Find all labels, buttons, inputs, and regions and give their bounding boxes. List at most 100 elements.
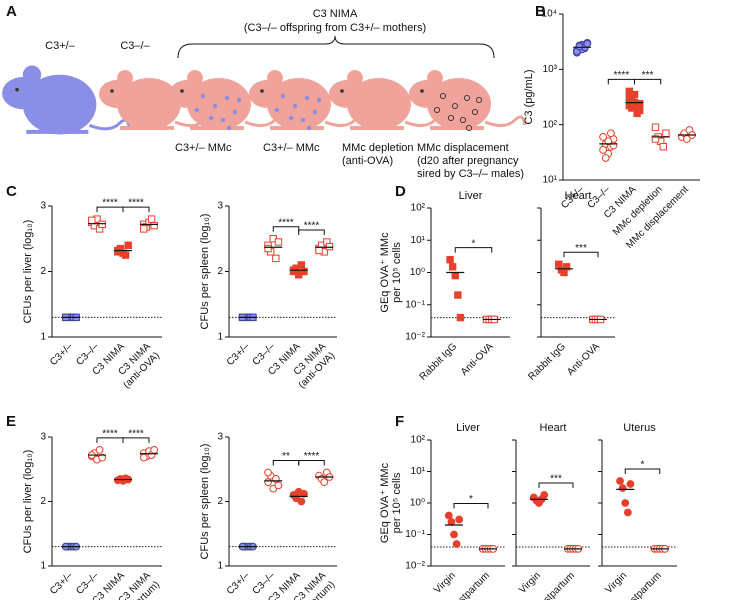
group-brace xyxy=(177,35,495,59)
data-point xyxy=(300,489,308,498)
panel-label: A xyxy=(6,3,17,20)
panel-label: D xyxy=(395,183,406,200)
mmc-dot xyxy=(288,115,294,121)
data-point xyxy=(625,94,633,102)
significance-label: ** xyxy=(282,451,290,462)
y-tick-label: 10⁻² xyxy=(405,332,425,343)
y-axis-label: CFUs per spleen (log₁₀) xyxy=(199,444,211,560)
mouse-head xyxy=(409,80,445,108)
y-tick-label: 1 xyxy=(217,332,223,343)
y-tick-label: 10¹ xyxy=(411,466,426,477)
y-tick-label: 10² xyxy=(543,119,558,130)
group-subtitle: (C3–/– offspring from C3+/– mothers) xyxy=(244,22,426,34)
chart-title: Uterus xyxy=(623,422,656,434)
data-point xyxy=(601,154,610,162)
data-point xyxy=(633,109,641,118)
y-tick-label: 3 xyxy=(217,432,223,443)
chart-title: Heart xyxy=(540,422,567,434)
y-tick-label: 3 xyxy=(217,201,223,212)
y-tick-label: 1 xyxy=(40,561,46,572)
data-point xyxy=(264,244,272,253)
data-point xyxy=(325,242,334,251)
significance-label: **** xyxy=(614,70,630,81)
mouse-eye xyxy=(180,89,184,93)
mmc-dot xyxy=(226,125,232,131)
mouse-icon xyxy=(99,70,217,130)
mouse-ear xyxy=(22,65,42,84)
genotype-label: C3+/– xyxy=(45,40,76,52)
data-point xyxy=(616,477,624,485)
y-tick-label: 10¹ xyxy=(411,235,426,246)
mouse-label: C3+/– MMc xyxy=(263,142,320,154)
data-point xyxy=(320,478,329,487)
mouse-tail xyxy=(484,115,527,127)
data-point xyxy=(264,478,272,487)
data-point xyxy=(540,491,549,499)
y-tick-label: 1 xyxy=(217,561,223,572)
y-tick-label: 1 xyxy=(40,332,46,343)
significance-label: * xyxy=(472,238,476,249)
mmc-dot xyxy=(224,95,230,101)
data-point xyxy=(95,446,104,454)
y-tick-label: 10² xyxy=(411,203,426,214)
mmc-dot xyxy=(194,107,200,113)
y-axis-label: CFUs per liver (log₁₀) xyxy=(22,450,34,554)
mouse-feet xyxy=(430,126,484,130)
significance-label: * xyxy=(469,494,473,505)
significance-bracket xyxy=(563,251,599,258)
y-axis-label: CFUs per liver (log₁₀) xyxy=(22,220,34,324)
data-point xyxy=(623,508,632,517)
mouse-label: MMc depletion xyxy=(342,142,414,154)
mouse-head xyxy=(2,77,44,110)
x-tick-label: Virgin xyxy=(517,570,543,596)
data-point xyxy=(583,39,592,48)
significance-label: **** xyxy=(304,451,320,462)
data-point xyxy=(607,129,615,138)
data-point xyxy=(651,135,660,143)
data-point xyxy=(575,42,584,51)
data-point xyxy=(297,261,306,269)
data-point xyxy=(683,135,691,143)
mouse-head xyxy=(169,80,205,108)
mmc-dot xyxy=(274,107,280,113)
mouse-ear xyxy=(187,70,203,86)
data-point xyxy=(124,241,132,250)
x-tick-label: Rabbit IgG xyxy=(526,341,568,383)
mmc-dot xyxy=(280,93,286,99)
data-point xyxy=(630,90,639,99)
mouse-eye xyxy=(420,89,424,93)
y-axis-label: CFUs per spleen (log₁₀) xyxy=(199,214,211,330)
chart-title: Heart xyxy=(565,190,592,202)
y-tick-label: 10⁰ xyxy=(410,498,425,509)
significance-bracket xyxy=(624,468,661,474)
data-point xyxy=(98,453,107,462)
significance-bracket xyxy=(298,459,325,466)
data-point xyxy=(618,484,627,492)
y-tick-label: 2 xyxy=(217,266,223,277)
mmc-dot xyxy=(232,109,238,115)
data-point xyxy=(147,215,156,223)
mmc-dot xyxy=(300,117,306,123)
chart-title: Liver xyxy=(456,422,480,434)
mouse-eye xyxy=(15,87,19,92)
data-point xyxy=(628,104,636,112)
mouse-icon xyxy=(169,70,287,130)
panel-label: B xyxy=(535,3,546,20)
data-point xyxy=(274,481,283,490)
data-point xyxy=(456,313,465,322)
mouse-feet xyxy=(26,129,89,134)
significance-label: * xyxy=(641,460,645,471)
y-tick-label: 2 xyxy=(40,496,46,507)
mouse-icon xyxy=(249,70,367,130)
significance-label: *** xyxy=(575,243,587,254)
y-axis-label: GEq OVA⁺ MMc xyxy=(379,232,391,313)
mmc-dot xyxy=(316,97,322,103)
data-point xyxy=(450,530,458,539)
data-point xyxy=(621,499,630,507)
mmc-displaced xyxy=(447,115,454,122)
x-tick-label: Anti-OVA xyxy=(565,341,602,378)
x-tick-label: C3+/– xyxy=(225,570,252,597)
significance-label: *** xyxy=(550,474,562,485)
mmc-dot xyxy=(200,93,206,99)
